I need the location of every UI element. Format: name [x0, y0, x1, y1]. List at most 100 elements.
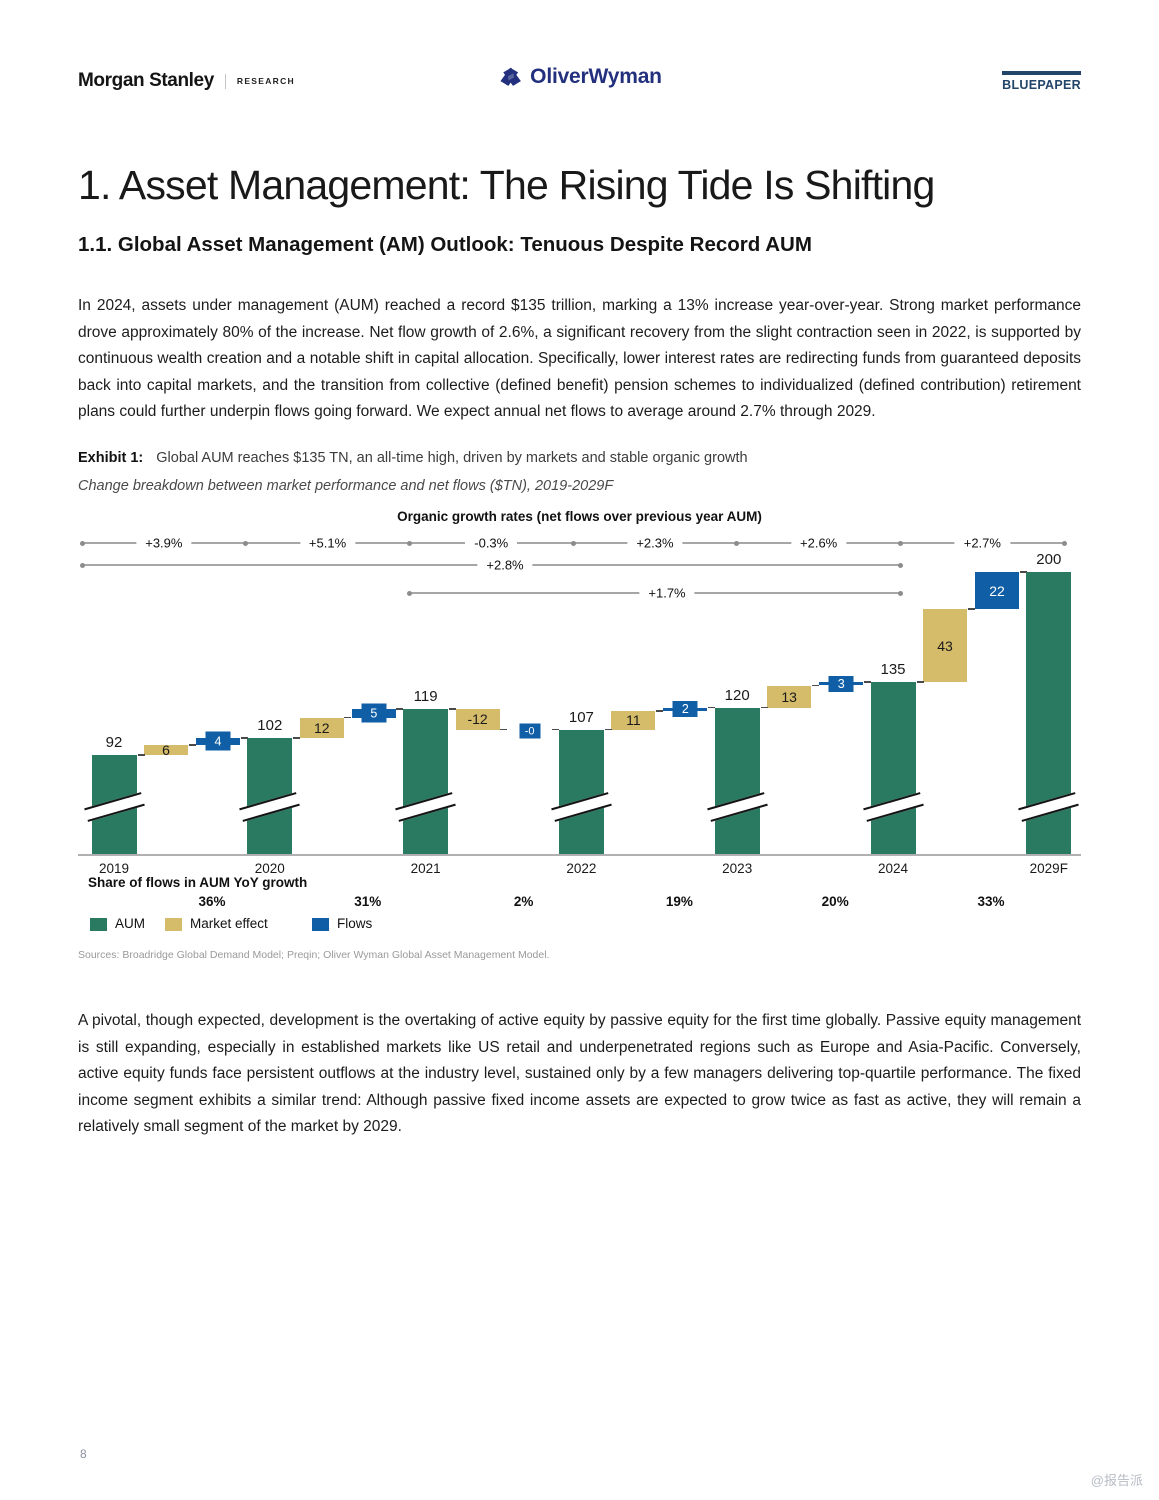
market-effect-bar: [611, 710, 656, 730]
legend-swatch: [165, 918, 182, 931]
growth-rate-label: +2.6%: [791, 535, 847, 551]
market-effect-bar: [455, 709, 500, 730]
connector-dash: [604, 728, 612, 731]
share-of-flows-value: 20%: [821, 894, 849, 909]
x-tick-label: 2020: [254, 861, 285, 876]
flows-bar: 22: [975, 571, 1019, 610]
share-of-flows-value: 31%: [354, 894, 382, 909]
market-effect-label: 43: [937, 637, 953, 654]
market-effect-label: 6: [162, 741, 170, 758]
growth-rate-dot: [79, 540, 85, 546]
market-effect-label: 13: [781, 688, 797, 705]
brand-divider: [224, 73, 226, 89]
growth-rate-dot: [406, 540, 412, 546]
share-of-flows-value: 33%: [977, 894, 1005, 909]
connector-dash: [396, 708, 404, 710]
legend-label: AUM: [115, 916, 145, 931]
exhibit-chart: Organic growth rates (net flows over pre…: [78, 505, 1081, 975]
x-tick-label: 2019: [98, 861, 130, 876]
aum-value-label: 120: [724, 686, 750, 704]
market-effect-bar: [923, 609, 967, 683]
x-axis: [78, 854, 1081, 856]
chart-canvas: +3.9% +5.1% -0.3% +2.3% +2.6% +2.7% +2.8% +1.7%…: [78, 505, 1081, 975]
connector-dash: [655, 710, 663, 712]
share-of-flows-value: 36%: [198, 894, 226, 909]
connector-dash: [760, 706, 768, 709]
morgan-stanley-wordmark: Morgan Stanley: [78, 70, 214, 91]
legend-swatch: [312, 918, 329, 931]
growth-span-label: +2.8%: [477, 557, 533, 573]
x-tick-label: 2024: [877, 861, 909, 876]
aum-value-label: 119: [413, 688, 438, 706]
exhibit-title: Global AUM reaches $135 TN, an all-time …: [156, 450, 748, 466]
connector-dash: [137, 754, 145, 756]
flows-badge: 4: [205, 731, 231, 751]
exhibit-subtitle: Change breakdown between market performa…: [78, 478, 614, 494]
x-tick-label: 2023: [722, 861, 753, 876]
page-title: 1. Asset Management: The Rising Tide Is …: [78, 162, 935, 208]
legend-swatch: [90, 918, 107, 931]
growth-rate-dot: [898, 540, 903, 546]
growth-rate-dot: [898, 562, 903, 568]
research-label: RESEARCH: [236, 76, 295, 86]
share-of-flows-title: Share of flows in AUM YoY growth: [88, 875, 308, 890]
growth-rate-dot: [1061, 540, 1067, 546]
aum-bar: [714, 707, 760, 854]
x-tick-label: 2022: [566, 861, 597, 876]
aum-bar: [870, 682, 916, 854]
legend-label: Flows: [337, 916, 373, 931]
flows-badge: 5: [361, 703, 387, 723]
legend-label: Market effect: [190, 916, 268, 931]
connector-dash: [552, 728, 560, 731]
share-of-flows-value: 19%: [665, 894, 693, 909]
exhibit-label: Exhibit 1:: [78, 450, 144, 466]
flows-badge: -0: [519, 723, 541, 739]
growth-rate-dot: [406, 590, 412, 596]
chart-sources: Sources: Broadridge Global Demand Model;…: [78, 949, 550, 961]
growth-rate-dot: [898, 590, 903, 596]
connector-dash: [863, 681, 871, 683]
aum-value-label: 92: [105, 734, 123, 751]
growth-rate-dot: [570, 540, 576, 546]
market-effect-bar: [144, 744, 188, 755]
connector-dash: [449, 708, 457, 710]
connector-dash: [1019, 571, 1027, 573]
connector-dash: [240, 737, 248, 739]
growth-rate-label: +3.9%: [136, 535, 192, 551]
market-effect-bar: [299, 717, 344, 739]
growth-rate-label: +2.3%: [627, 535, 683, 551]
growth-rate-dot: [734, 540, 740, 546]
x-tick-label: 2021: [410, 861, 441, 876]
flows-badge: 3: [828, 675, 854, 692]
growth-rate-label: +5.1%: [299, 535, 356, 551]
watermark: @报告派: [1090, 1473, 1143, 1488]
x-tick-label: 2029F: [1029, 861, 1068, 876]
paragraph-1: In 2024, assets under management (AUM) r…: [78, 297, 1081, 421]
connector-dash: [811, 684, 819, 687]
bluepaper-badge: BLUEPAPER: [1002, 71, 1081, 92]
page-header: Morgan Stanley RESEARCH OliverWyman BLUE…: [0, 0, 1159, 120]
chart-title: Organic growth rates (net flows over pre…: [397, 509, 762, 524]
aum-value-label: 135: [880, 661, 906, 679]
growth-span-label: +1.7%: [639, 585, 695, 601]
morgan-stanley-brand: Morgan Stanley RESEARCH: [78, 70, 295, 92]
exhibit-header: Exhibit 1: Global AUM reaches $135 TN, an…: [78, 450, 1081, 466]
aum-value-label: 102: [257, 717, 283, 735]
connector-dash: [188, 744, 196, 746]
market-effect-label: 11: [626, 712, 641, 729]
oliver-wyman-logo-icon: [497, 64, 523, 90]
growth-rate-label: -0.3%: [465, 535, 518, 551]
aum-value-label: 200: [1036, 550, 1062, 568]
market-effect-bar: [767, 685, 812, 708]
aum-value-label: 107: [568, 708, 594, 726]
market-effect-label: -12: [467, 711, 488, 728]
aum-bar: [403, 709, 449, 854]
connector-dash: [500, 728, 508, 731]
connector-dash: [707, 706, 715, 709]
market-effect-label: 12: [314, 719, 330, 736]
share-of-flows-value: 2%: [513, 894, 534, 909]
section-heading: 1.1. Global Asset Management (AM) Outloo…: [78, 233, 812, 256]
oliver-wyman-logo: OliverWyman: [497, 64, 662, 90]
paragraph-2: A pivotal, though expected, development …: [78, 1012, 1081, 1136]
connector-dash: [293, 737, 301, 739]
